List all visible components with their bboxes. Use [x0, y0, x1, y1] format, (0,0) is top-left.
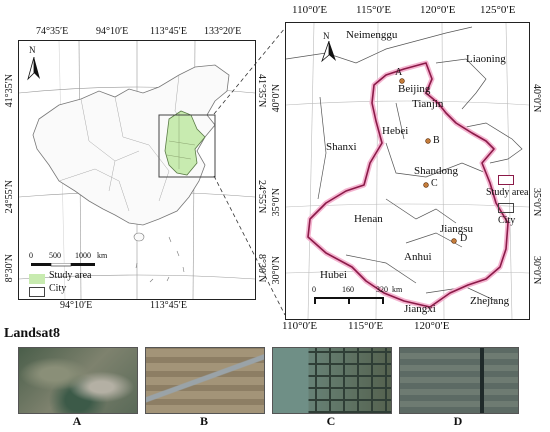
thumbnail-b	[145, 347, 265, 414]
study-area-svg	[286, 23, 529, 319]
right-left-tick-3: 30°0′N	[271, 256, 282, 285]
left-top-tick-4: 133°20′E	[204, 26, 242, 37]
thumbnail-c	[272, 347, 392, 414]
china-overview-map: N 0 500 1000 km Study area City	[18, 40, 256, 300]
scale-bar-right: 0 160 320 km	[312, 285, 412, 307]
thumbnail-a-caption: A	[72, 414, 82, 428]
highlight-box	[158, 114, 216, 178]
right-bottom-tick-2: 115°0′E	[348, 320, 384, 332]
left-right-tick-1: 41°35′N	[256, 74, 267, 108]
point-c-label: C	[431, 178, 438, 189]
scale-bar-graphic	[31, 263, 95, 267]
scale-right-tick-1: 160	[342, 285, 354, 294]
point-a-marker	[399, 78, 405, 84]
region-zhejiang: Zhejiang	[470, 295, 510, 307]
scale-bar-graphic-right	[314, 297, 384, 304]
north-label-left: N	[29, 45, 36, 55]
china-map-svg	[19, 41, 255, 299]
scale-unit: km	[97, 251, 108, 260]
north-arrow-right: N	[318, 31, 340, 63]
legend-study-area-label: Study area	[49, 270, 92, 281]
legend-city-label-right: City	[498, 215, 516, 226]
right-right-tick-3: 30°0′N	[531, 256, 542, 285]
left-bottom-tick-2: 113°45′E	[150, 300, 187, 311]
right-top-tick-1: 110°0′E	[292, 4, 328, 16]
legend-city-swatch-right	[498, 203, 514, 213]
scale-tick-1: 500	[49, 251, 61, 260]
region-hubei: Hubei	[320, 269, 347, 281]
legend-study-area-swatch-right	[498, 175, 514, 185]
thumbnail-b-caption: B	[199, 414, 208, 428]
region-jiangxi: Jiangxi	[404, 303, 436, 315]
right-bottom-tick-3: 120°0′E	[414, 320, 450, 332]
region-jiangsu: Jiangsu	[440, 223, 473, 235]
right-left-tick-2: 35°0′N	[271, 188, 282, 217]
right-left-tick-1: 40°0′N	[271, 84, 282, 113]
region-liaoning: Liaoning	[466, 53, 506, 65]
thumbnail-d-caption: D	[453, 414, 463, 428]
left-right-tick-3: 8°30′N	[256, 254, 267, 283]
region-neimenggu: Neimenggu	[346, 29, 398, 41]
legend-city-label: City	[49, 283, 67, 294]
scale-right-tick-0: 0	[312, 285, 316, 294]
point-d-marker	[451, 238, 457, 244]
region-hebei: Hebei	[382, 125, 409, 137]
left-bottom-tick-1: 94°10′E	[60, 300, 93, 311]
north-label-right: N	[323, 31, 330, 41]
scale-right-unit: km	[392, 285, 403, 294]
scale-bar-left: 0 500 1000 km	[27, 251, 137, 271]
north-arrow-icon	[27, 57, 40, 81]
region-shanxi: Shanxi	[326, 141, 357, 153]
region-shandong: Shandong	[414, 165, 458, 177]
legend-city-swatch	[29, 287, 45, 297]
thumbnail-d	[399, 347, 519, 414]
right-top-tick-3: 120°0′E	[420, 4, 456, 16]
left-right-tick-2: 24°55′N	[256, 180, 267, 214]
point-b-marker	[425, 138, 431, 144]
north-arrow-icon-right	[321, 41, 336, 63]
right-right-tick-2: 35°0′N	[531, 188, 542, 217]
region-anhui: Anhui	[404, 251, 432, 263]
left-top-tick-1: 74°35′E	[36, 26, 69, 37]
legend-study-area-label-right: Study area	[486, 187, 529, 198]
scale-right-tick-2: 320	[376, 285, 388, 294]
point-b-label: B	[433, 135, 440, 146]
thumbnail-c-caption: C	[326, 414, 336, 428]
left-top-tick-3: 113°45′E	[150, 26, 187, 37]
point-a-label: A	[395, 67, 403, 78]
point-d-label: D	[460, 233, 468, 244]
right-top-tick-2: 115°0′E	[356, 4, 392, 16]
study-area-map: N Neimenggu Liaoning Beijing Tianjin Heb…	[285, 22, 530, 320]
left-top-tick-2: 94°10′E	[96, 26, 129, 37]
region-henan: Henan	[354, 213, 383, 225]
right-right-tick-1: 40°0′N	[531, 84, 542, 113]
right-bottom-tick-1: 110°0′E	[282, 320, 318, 332]
region-beijing: Beijing	[398, 83, 431, 95]
landsat-title: Landsat8	[4, 326, 61, 341]
region-tianjin: Tianjin	[412, 98, 444, 110]
right-top-tick-4: 125°0′E	[480, 4, 516, 16]
thumbnail-a	[18, 347, 138, 414]
legend-study-area-swatch	[29, 274, 45, 284]
north-arrow-left: N	[25, 45, 43, 81]
scale-tick-0: 0	[29, 251, 33, 260]
scale-tick-2: 1000	[75, 251, 91, 260]
point-c-marker	[423, 182, 429, 188]
